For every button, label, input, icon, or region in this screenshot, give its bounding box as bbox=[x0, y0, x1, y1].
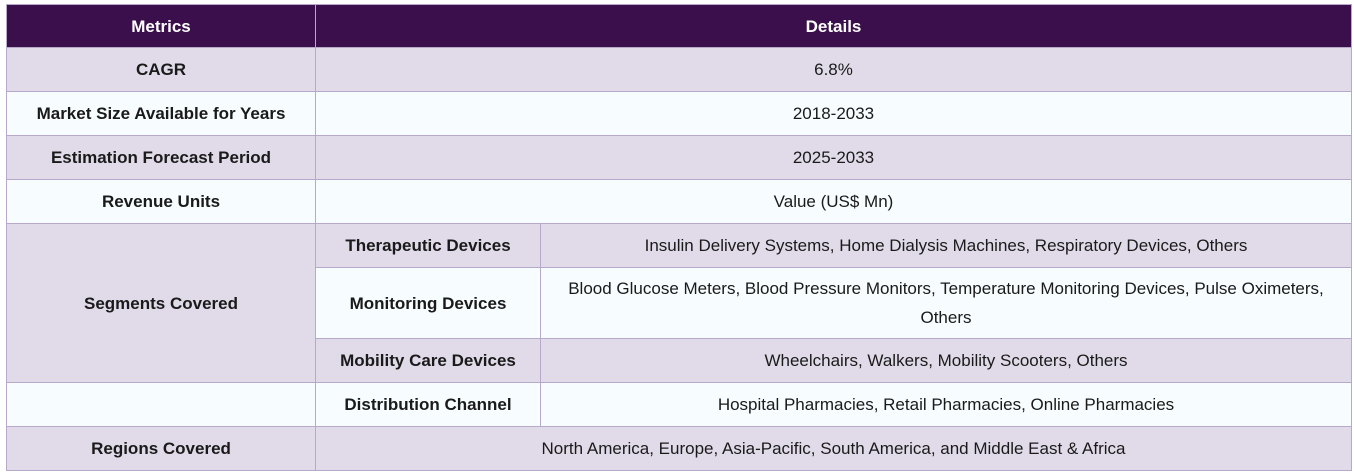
table-row: Market Size Available for Years 2018-203… bbox=[6, 91, 1352, 136]
table-row: Regions Covered North America, Europe, A… bbox=[6, 426, 1352, 471]
segment-value-distribution: Hospital Pharmacies, Retail Pharmacies, … bbox=[540, 382, 1352, 427]
row-value-regions: North America, Europe, Asia-Pacific, Sou… bbox=[315, 426, 1352, 471]
header-metrics: Metrics bbox=[6, 4, 316, 48]
row-label-market-size: Market Size Available for Years bbox=[6, 91, 316, 136]
row-value-market-size: 2018-2033 bbox=[315, 91, 1352, 136]
table-header-row: Metrics Details bbox=[6, 4, 1352, 48]
row-value-forecast-period: 2025-2033 bbox=[315, 135, 1352, 180]
row-value-revenue-units: Value (US$ Mn) bbox=[315, 179, 1352, 224]
segments-covered-label: Segments Covered bbox=[6, 223, 316, 383]
segment-name-distribution: Distribution Channel bbox=[315, 382, 541, 427]
segment-value-mobility: Wheelchairs, Walkers, Mobility Scooters,… bbox=[540, 338, 1352, 383]
row-label-revenue-units: Revenue Units bbox=[6, 179, 316, 224]
segment-value-monitoring: Blood Glucose Meters, Blood Pressure Mon… bbox=[540, 267, 1352, 339]
segment-name-mobility: Mobility Care Devices bbox=[315, 338, 541, 383]
row-label-regions: Regions Covered bbox=[6, 426, 316, 471]
segment-name-monitoring: Monitoring Devices bbox=[315, 267, 541, 339]
segment-value-therapeutic: Insulin Delivery Systems, Home Dialysis … bbox=[540, 223, 1352, 268]
table-row: Estimation Forecast Period 2025-2033 bbox=[6, 135, 1352, 180]
row-label-forecast-period: Estimation Forecast Period bbox=[6, 135, 316, 180]
table-row: Revenue Units Value (US$ Mn) bbox=[6, 179, 1352, 224]
table-row: Mobility Care Devices Wheelchairs, Walke… bbox=[7, 338, 1352, 383]
table-row: CAGR 6.8% bbox=[6, 47, 1352, 92]
metrics-table: Metrics Details CAGR 6.8% Market Size Av… bbox=[6, 4, 1352, 471]
header-details: Details bbox=[315, 4, 1352, 48]
table-row: Distribution Channel Hospital Pharmacies… bbox=[6, 382, 1352, 427]
table-row: Monitoring Devices Blood Glucose Meters,… bbox=[7, 267, 1352, 339]
row-value-cagr: 6.8% bbox=[315, 47, 1352, 92]
segment-name-therapeutic: Therapeutic Devices bbox=[315, 223, 541, 268]
empty-cell bbox=[6, 382, 316, 427]
row-label-cagr: CAGR bbox=[6, 47, 316, 92]
table-row: Segments Covered Therapeutic Devices Ins… bbox=[6, 223, 1352, 383]
